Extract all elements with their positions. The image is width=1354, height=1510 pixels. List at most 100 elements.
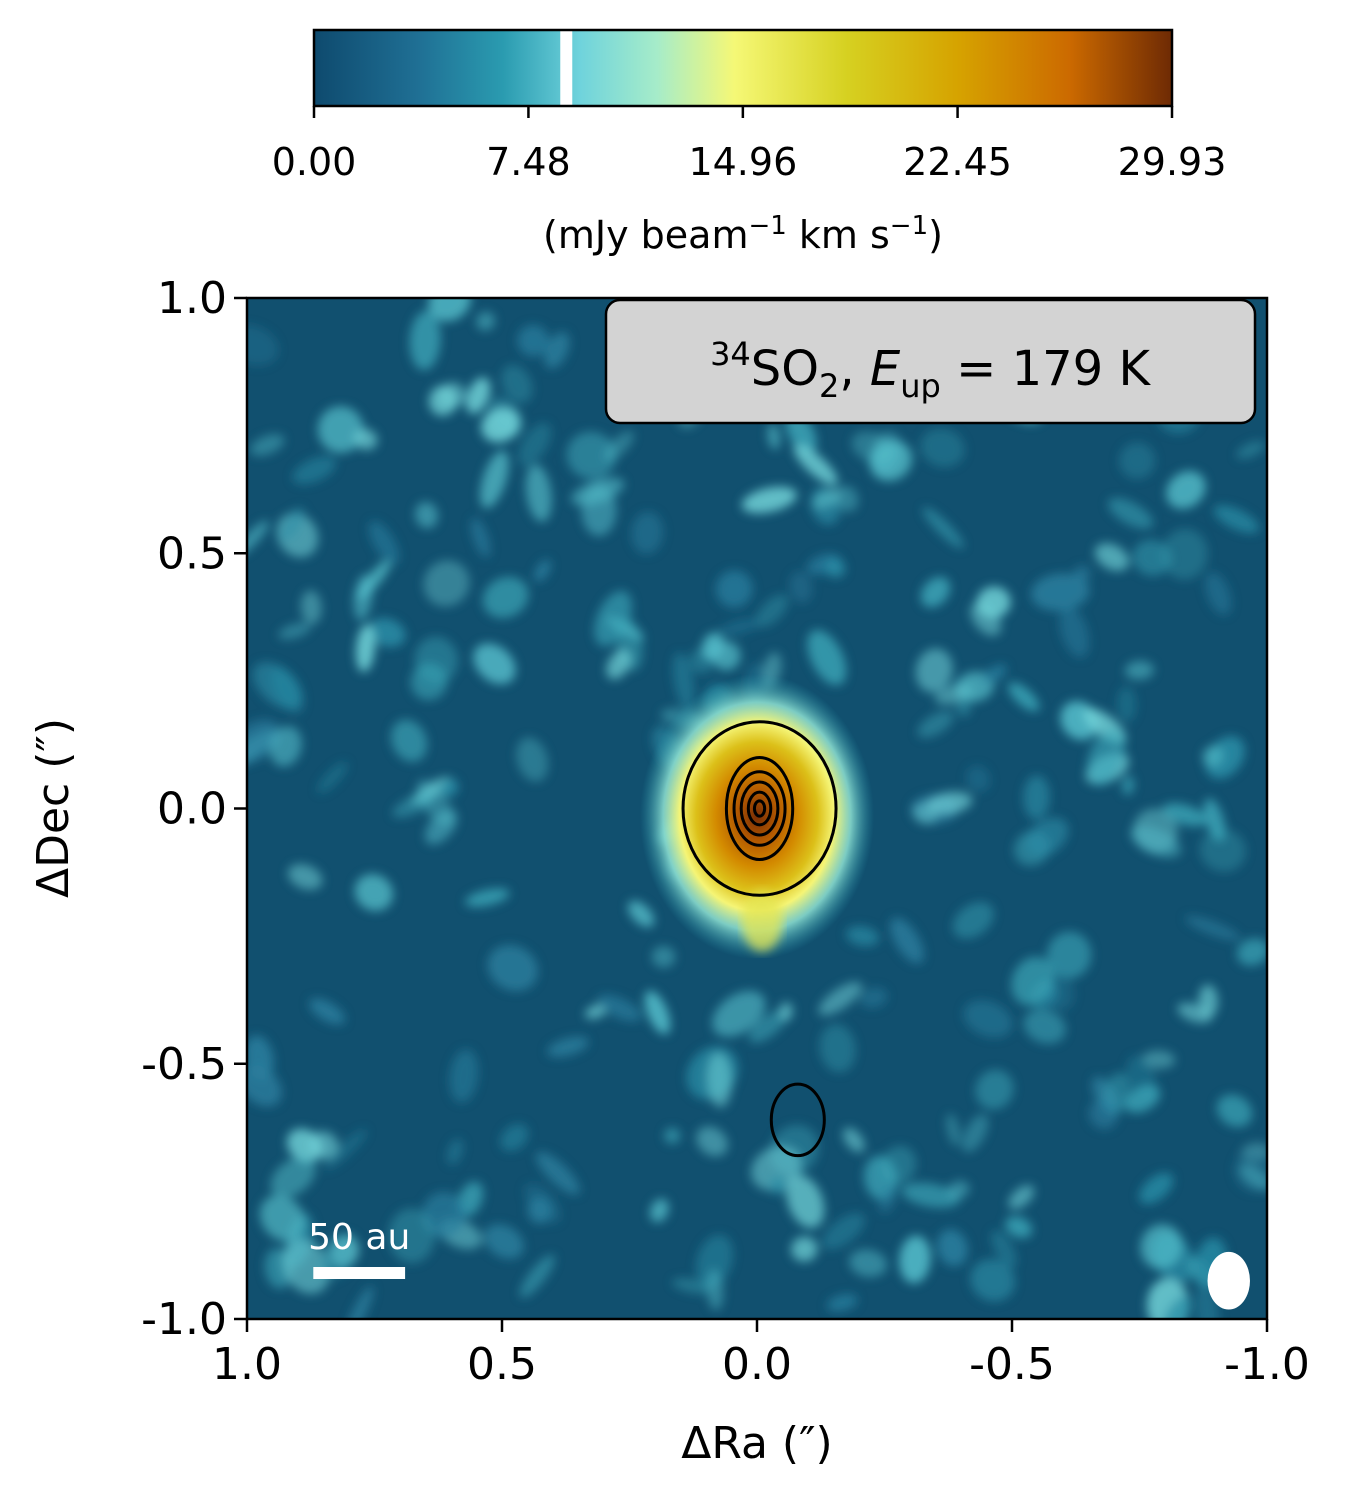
noise-blob: [748, 1010, 788, 1043]
noise-blob: [807, 630, 847, 686]
noise-blob: [500, 1123, 529, 1152]
noise-blob: [309, 1131, 339, 1160]
noise-blob: [345, 1286, 374, 1319]
noise-blob: [975, 1069, 1014, 1110]
noise-blob: [1198, 984, 1219, 1018]
noise-blob: [470, 518, 491, 558]
noise-blob: [741, 486, 797, 514]
noise-blob: [1005, 1216, 1033, 1238]
map-panel: 1.0 0.5 0.0 -0.5 -1.0 1.0 0.5 0.0 -0.5 -1.0 ΔRa …: [28, 273, 1310, 1469]
noise-blob: [789, 571, 813, 604]
noise-blob: [793, 444, 838, 486]
noise-blob: [1094, 543, 1130, 571]
noise-blob: [970, 1259, 1016, 1302]
noise-blob: [415, 501, 439, 529]
noise-blob: [917, 711, 954, 738]
noise-blob: [518, 422, 552, 467]
noise-blob: [368, 618, 406, 647]
y-tick-label: -1.0: [141, 1294, 227, 1345]
noise-blob: [1023, 775, 1050, 820]
noise-blob: [927, 791, 973, 814]
noise-blob: [501, 364, 533, 404]
contour: [724, 755, 795, 862]
noise-blob: [672, 1278, 714, 1294]
noise-blob: [449, 1049, 479, 1103]
annotation-box: [604, 298, 1257, 425]
noise-blob: [1213, 505, 1260, 534]
noise-blob: [516, 737, 549, 782]
contour: [739, 780, 780, 837]
scale-bar-label: 50 au: [308, 1217, 410, 1258]
noise-blob: [300, 590, 322, 625]
y-tick-label: 1.0: [157, 273, 227, 324]
noise-blob: [1216, 1094, 1253, 1127]
noise-blob: [1236, 441, 1265, 459]
x-tick-label: -1.0: [1224, 1339, 1310, 1390]
contour: [769, 1082, 826, 1158]
noise-blob: [1130, 825, 1182, 858]
y-axis-ticks: 1.0 0.5 0.0 -0.5 -1.0: [141, 273, 247, 1345]
contour: [752, 799, 767, 818]
noise-blob: [354, 874, 394, 911]
noise-blob: [603, 431, 634, 462]
contour: [681, 720, 838, 897]
noise-blob: [535, 1151, 580, 1195]
noise-blob: [423, 560, 470, 607]
noise-blob: [750, 1145, 802, 1191]
noise-blob: [920, 577, 951, 608]
noise-blob: [1140, 1224, 1183, 1270]
noise-blob: [947, 1180, 970, 1199]
noise-blob: [292, 456, 337, 485]
noise-blob: [845, 926, 880, 947]
noise-blob: [287, 863, 323, 890]
noise-blob: [466, 377, 491, 414]
noise-blob: [270, 1156, 316, 1198]
noise-blob: [912, 803, 938, 825]
noise-blob: [890, 917, 924, 964]
noise-blob: [388, 1208, 435, 1264]
noise-blob: [446, 1138, 464, 1165]
noise-blob: [1202, 745, 1224, 767]
noise-blob: [368, 521, 400, 565]
noise-blob: [706, 1052, 732, 1108]
noise-blob: [1008, 682, 1040, 712]
noise-blob: [606, 649, 631, 680]
noise-blob: [946, 1113, 961, 1146]
noise-blob: [416, 779, 454, 826]
noise-blob: [571, 477, 625, 506]
noise-blob: [484, 1224, 524, 1259]
noise-blob: [915, 648, 953, 693]
noise-blob: [819, 1024, 856, 1073]
noise-blob: [1233, 1147, 1267, 1192]
y-tick-label: 0.5: [157, 528, 227, 579]
scale-bar: 50 au: [308, 1217, 410, 1280]
colorbar-label: (mJy beam−1 km s−1): [543, 211, 943, 257]
noise-blob: [323, 1129, 368, 1170]
noise-blob: [524, 1183, 561, 1224]
colorbar: 0.00 7.48 14.96 22.45 29.93 (mJy beam−1 km s…: [272, 28, 1226, 257]
noise-blob: [1146, 1278, 1190, 1319]
noise-blob: [390, 719, 428, 762]
y-tick-label: 0.0: [157, 784, 227, 835]
noise-blob: [247, 520, 269, 556]
noise-blob: [428, 298, 471, 322]
noise-blob: [250, 434, 285, 456]
noise-blob: [767, 423, 781, 450]
y-axis-label: ΔDec (″): [28, 718, 79, 898]
noise-blob: [651, 945, 676, 968]
noise-blob: [481, 407, 521, 443]
noise-blob: [812, 488, 842, 509]
noise-blob: [1059, 606, 1090, 658]
noise-blob: [768, 1174, 788, 1195]
noise-blob: [966, 765, 991, 793]
noise-blob: [1236, 938, 1267, 966]
noise-blob: [519, 1254, 555, 1298]
noise-blob: [786, 1175, 825, 1229]
noise-blob: [247, 1035, 274, 1081]
noise-blob: [712, 990, 766, 1037]
noise-blob: [1026, 817, 1069, 857]
noise-blob: [517, 324, 550, 357]
colorbar-gap-marker: [560, 30, 573, 106]
species-annotation: 34SO2, Eup = 179 K: [604, 298, 1257, 425]
